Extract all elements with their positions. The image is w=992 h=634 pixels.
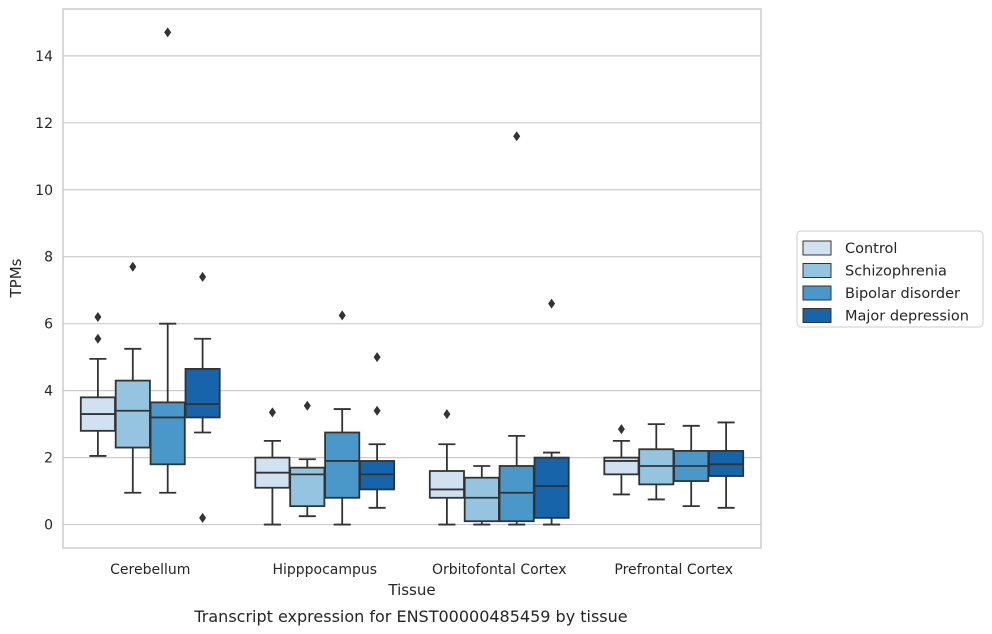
outlier-point bbox=[373, 352, 381, 363]
x-tick-label: Cerebellum bbox=[110, 562, 190, 578]
outlier-point bbox=[443, 409, 451, 420]
outlier-point bbox=[303, 400, 311, 411]
box-group bbox=[708, 421, 745, 509]
box-group bbox=[603, 424, 640, 496]
legend: Control Schizophrenia Bipolar disorder Majo… bbox=[796, 230, 984, 328]
box-group bbox=[149, 27, 186, 494]
box-group bbox=[324, 310, 361, 526]
y-tick-label: 4 bbox=[44, 384, 53, 400]
box-group bbox=[428, 409, 465, 526]
legend-frame bbox=[796, 230, 984, 328]
box-group bbox=[359, 352, 396, 509]
box bbox=[324, 431, 361, 499]
outlier-point bbox=[94, 312, 102, 322]
legend-swatch bbox=[802, 308, 832, 323]
outlier-point bbox=[164, 27, 172, 38]
box bbox=[428, 470, 465, 499]
box bbox=[463, 476, 500, 523]
outlier-point bbox=[199, 271, 207, 282]
legend-label: Control bbox=[845, 241, 897, 257]
box-group bbox=[289, 400, 326, 518]
y-tick-label: 2 bbox=[44, 451, 53, 467]
outlier-point bbox=[513, 131, 521, 142]
x-tick-label: Hipppocampus bbox=[272, 562, 377, 578]
box bbox=[533, 456, 570, 519]
outlier-point bbox=[268, 407, 276, 418]
outlier-point bbox=[548, 298, 556, 309]
box-group bbox=[638, 423, 675, 501]
plot-frame bbox=[62, 8, 762, 549]
box bbox=[114, 379, 151, 449]
legend-swatch bbox=[802, 240, 832, 256]
box-plots bbox=[79, 27, 745, 526]
y-tick-label: 12 bbox=[35, 116, 53, 132]
chart-caption: Transcript expression for ENST0000048545… bbox=[193, 607, 627, 626]
legend-label: Major depression bbox=[845, 309, 969, 325]
box-group bbox=[79, 312, 116, 457]
box-group bbox=[463, 465, 500, 526]
outlier-point bbox=[373, 405, 381, 416]
y-tick-label: 8 bbox=[44, 250, 53, 266]
y-tick-label: 6 bbox=[44, 317, 53, 333]
y-tick-label: 14 bbox=[35, 49, 53, 65]
outlier-point bbox=[617, 424, 625, 435]
outlier-point bbox=[94, 333, 102, 344]
x-axis-label: Tissue bbox=[387, 581, 435, 599]
outlier-point bbox=[129, 261, 137, 272]
outlier-point bbox=[199, 512, 207, 523]
y-tick-label: 10 bbox=[35, 183, 53, 199]
legend-label: Schizophrenia bbox=[845, 264, 947, 280]
y-axis-ticks: 0 2 4 6 8 10 12 14 bbox=[35, 49, 53, 534]
box-group bbox=[533, 298, 570, 526]
box-group bbox=[184, 271, 221, 523]
legend-swatch bbox=[802, 263, 832, 278]
box bbox=[149, 401, 186, 466]
box-group bbox=[254, 407, 291, 526]
box-group bbox=[114, 261, 151, 494]
box-group bbox=[673, 424, 710, 508]
x-tick-label: Orbitofontal Cortex bbox=[432, 562, 567, 578]
x-tick-label: Prefrontal Cortex bbox=[614, 562, 733, 578]
legend-label: Bipolar disorder bbox=[845, 286, 960, 302]
outlier-point bbox=[338, 310, 346, 321]
box bbox=[289, 466, 326, 508]
y-tick-label: 0 bbox=[44, 518, 53, 534]
box bbox=[184, 367, 221, 419]
y-axis-label: TPMs bbox=[7, 258, 25, 298]
legend-swatch bbox=[802, 285, 832, 301]
x-axis-ticks: Cerebellum Hipppocampus Orbitofontal Corte… bbox=[110, 562, 733, 578]
